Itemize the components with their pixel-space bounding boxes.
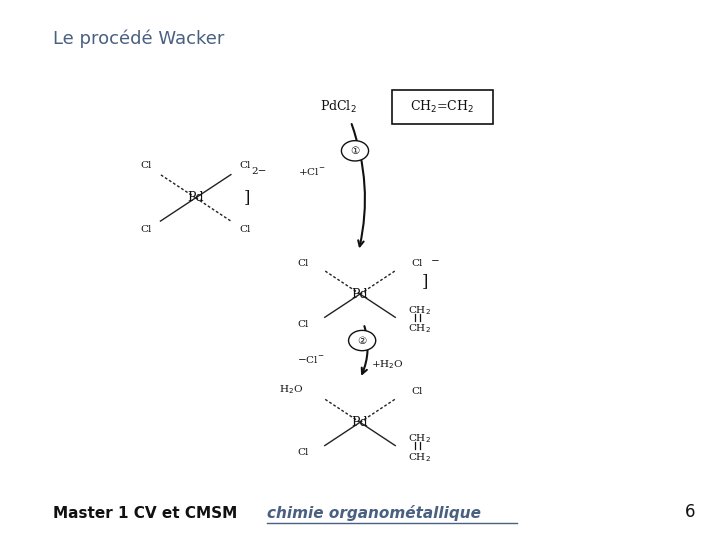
Text: CH$_2$: CH$_2$ bbox=[408, 304, 431, 317]
Text: +H$_2$O: +H$_2$O bbox=[371, 358, 403, 371]
Text: Cl: Cl bbox=[140, 225, 152, 234]
Text: Cl: Cl bbox=[297, 320, 309, 329]
Circle shape bbox=[341, 140, 369, 161]
Text: Cl: Cl bbox=[140, 161, 152, 170]
Text: Cl: Cl bbox=[297, 259, 309, 268]
Text: ①: ① bbox=[351, 146, 359, 156]
Text: Pd: Pd bbox=[187, 191, 204, 204]
FancyBboxPatch shape bbox=[392, 90, 492, 124]
Text: 2−: 2− bbox=[251, 167, 267, 176]
Text: ]: ] bbox=[243, 190, 250, 206]
Text: $-$Cl$^{-}$: $-$Cl$^{-}$ bbox=[297, 354, 324, 364]
Text: Pd: Pd bbox=[351, 416, 369, 429]
Text: Le procédé Wacker: Le procédé Wacker bbox=[53, 30, 224, 48]
Text: CH$_2$: CH$_2$ bbox=[408, 432, 431, 445]
Text: CH$_2$=CH$_2$: CH$_2$=CH$_2$ bbox=[410, 99, 474, 115]
Text: Pd: Pd bbox=[351, 287, 369, 301]
Text: +Cl$^{-}$: +Cl$^{-}$ bbox=[298, 166, 325, 177]
Text: Cl: Cl bbox=[297, 448, 309, 457]
Text: Cl: Cl bbox=[411, 387, 423, 396]
Text: ②: ② bbox=[358, 335, 366, 346]
Text: ]: ] bbox=[422, 273, 428, 290]
Text: H$_2$O: H$_2$O bbox=[279, 383, 303, 396]
Text: Cl: Cl bbox=[411, 259, 423, 268]
Text: −: − bbox=[431, 257, 439, 266]
Text: Cl: Cl bbox=[240, 161, 251, 170]
Text: chimie organométallique: chimie organométallique bbox=[267, 505, 481, 521]
Text: Cl: Cl bbox=[240, 225, 251, 234]
Text: 6: 6 bbox=[685, 503, 696, 521]
Text: CH$_2$: CH$_2$ bbox=[408, 451, 431, 464]
Text: PdCl$_2$: PdCl$_2$ bbox=[320, 99, 357, 115]
Text: CH$_2$: CH$_2$ bbox=[408, 323, 431, 335]
Text: Master 1 CV et CMSM: Master 1 CV et CMSM bbox=[53, 506, 237, 521]
Circle shape bbox=[348, 330, 376, 350]
